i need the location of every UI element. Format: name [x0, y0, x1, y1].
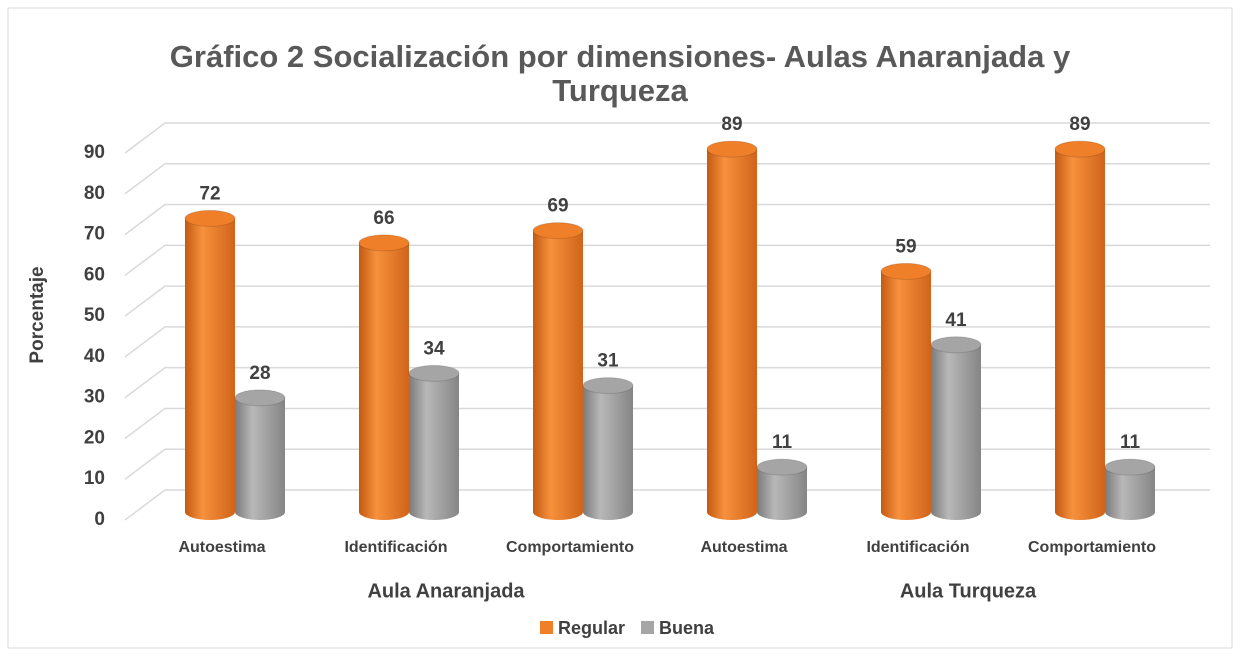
bar-top: [408, 364, 460, 382]
legend-label: Regular: [558, 618, 625, 638]
bar: [707, 149, 757, 521]
group-label: Aula Turqueza: [900, 580, 1037, 602]
y-tick-label: 40: [84, 346, 105, 367]
grid-line: [124, 244, 1210, 276]
bar: [881, 271, 931, 520]
bar: [931, 344, 981, 520]
x-tick-label: Comportamiento: [1028, 539, 1156, 556]
x-tick-label: Comportamiento: [506, 539, 634, 556]
bar: [757, 467, 807, 520]
data-label: 11: [1120, 432, 1141, 453]
group-label: Aula Anaranjada: [367, 580, 525, 602]
bar: [533, 230, 583, 520]
data-label: 72: [199, 183, 220, 204]
bar-top: [358, 234, 410, 252]
legend-swatch: [540, 621, 553, 634]
x-tick-label: Identificación: [344, 539, 447, 556]
legend-label: Buena: [659, 618, 715, 638]
grid-line: [124, 285, 1210, 317]
data-label: 41: [945, 310, 967, 331]
x-tick-label: Autoestima: [178, 539, 265, 556]
bar-top: [184, 209, 236, 227]
grid-line: [124, 122, 1210, 154]
x-tick-label: Autoestima: [700, 539, 787, 556]
y-tick-label: 60: [84, 264, 105, 285]
y-tick-label: 30: [84, 387, 105, 408]
x-tick-label: Identificación: [866, 539, 969, 556]
bar-top: [234, 389, 286, 407]
data-label: 69: [547, 196, 568, 217]
bar: [1105, 467, 1155, 520]
bar: [583, 385, 633, 520]
grid-line: [124, 163, 1210, 195]
grid-line: [124, 407, 1210, 440]
grid-line: [124, 448, 1210, 480]
y-tick-label: 80: [84, 183, 105, 204]
y-tick-label: 20: [84, 427, 105, 448]
grid-line: [124, 366, 1210, 399]
bar: [409, 373, 459, 520]
bar-top: [706, 140, 758, 158]
y-tick-label: 70: [84, 224, 105, 245]
grid-line: [124, 203, 1210, 236]
bar-top: [756, 458, 808, 476]
data-label: 66: [373, 208, 394, 229]
bar: [359, 242, 409, 520]
bar-top: [532, 222, 584, 240]
grid-line: [124, 489, 1210, 521]
data-label: 31: [597, 351, 619, 372]
chart-border: [7, 7, 1233, 649]
y-tick-label: 0: [94, 509, 105, 530]
bar: [1055, 149, 1105, 521]
data-label: 89: [721, 114, 742, 135]
bar-top: [880, 262, 932, 280]
data-label: 34: [423, 338, 445, 359]
bar: [185, 218, 235, 520]
y-tick-label: 90: [84, 142, 105, 163]
y-axis-label: Porcentaje: [27, 266, 48, 363]
bar: [235, 397, 285, 520]
data-label: 59: [895, 236, 916, 257]
bar-top: [582, 377, 634, 395]
bar-top: [930, 336, 982, 354]
chart-title: Gráfico 2 Socialización por dimensiones-…: [169, 39, 1071, 108]
y-tick-label: 10: [84, 468, 105, 489]
y-tick-label: 50: [84, 305, 105, 326]
bar-top: [1104, 458, 1156, 476]
data-label: 28: [249, 363, 270, 384]
grid-line: [124, 326, 1210, 358]
data-label: 11: [772, 432, 793, 453]
data-label: 89: [1069, 114, 1090, 135]
legend-swatch: [641, 621, 655, 634]
bar-top: [1054, 140, 1106, 158]
